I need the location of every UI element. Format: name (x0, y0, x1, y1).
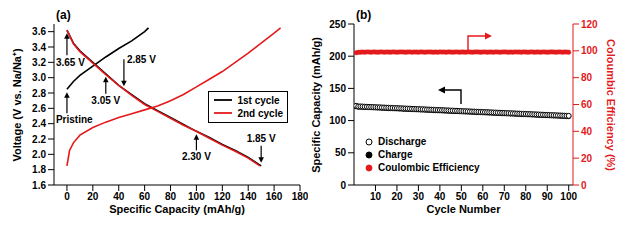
svg-text:70: 70 (499, 191, 511, 202)
svg-text:20: 20 (87, 191, 99, 202)
svg-text:2.6: 2.6 (32, 103, 46, 114)
html-text:(b): (b) (356, 8, 372, 22)
svg-text:160: 160 (266, 191, 283, 202)
svg-text:60: 60 (477, 191, 489, 202)
html-text:Coulombic Efficiency: Coulombic Efficiency (378, 162, 480, 173)
svg-text:20: 20 (581, 153, 593, 164)
svg-text:40: 40 (581, 126, 593, 137)
svg-text:2.4: 2.4 (32, 118, 46, 129)
svg-text:100: 100 (560, 191, 577, 202)
svg-text:0: 0 (64, 191, 70, 202)
svg-text:3.05 V: 3.05 V (91, 95, 120, 106)
svg-text:3.65 V: 3.65 V (56, 57, 85, 68)
html-text:(a): (a) (56, 8, 71, 22)
svg-text:20: 20 (391, 191, 403, 202)
svg-text:1.85 V: 1.85 V (247, 133, 276, 144)
svg-text:120: 120 (581, 19, 598, 30)
html-text:Charge: Charge (378, 149, 413, 160)
svg-text:2.8: 2.8 (32, 88, 46, 99)
svg-text:2.2: 2.2 (32, 134, 46, 145)
svg-text:40: 40 (113, 191, 125, 202)
svg-text:30: 30 (413, 191, 425, 202)
svg-text:100: 100 (581, 45, 598, 56)
svg-text:3.2: 3.2 (32, 57, 46, 68)
svg-text:3.6: 3.6 (32, 26, 46, 37)
svg-text:2.30 V: 2.30 V (182, 151, 211, 162)
svg-text:100: 100 (188, 191, 205, 202)
html-text:Voltage (V vs. Na/Na⁺): Voltage (V vs. Na/Na⁺) (10, 47, 23, 162)
svg-text:140: 140 (240, 191, 257, 202)
svg-text:1.6: 1.6 (32, 180, 46, 191)
svg-text:1.8: 1.8 (32, 164, 46, 175)
svg-text:200: 200 (329, 51, 346, 62)
html-text:2nd cycle: 2nd cycle (237, 107, 283, 119)
svg-text:40: 40 (434, 191, 446, 202)
html-text:Specific Capacity (mAh/g): Specific Capacity (mAh/g) (310, 36, 322, 173)
svg-text:2.85 V: 2.85 V (127, 54, 156, 65)
html-text:Specific Capacity (mAh/g): Specific Capacity (mAh/g) (109, 203, 245, 215)
svg-text:10: 10 (370, 191, 382, 202)
svg-text:50: 50 (456, 191, 468, 202)
svg-text:2.0: 2.0 (32, 149, 46, 160)
svg-text:100: 100 (329, 115, 346, 126)
html-text:Cycle Number: Cycle Number (426, 203, 501, 215)
svg-text:250: 250 (329, 19, 346, 30)
svg-text:150: 150 (329, 83, 346, 94)
svg-text:80: 80 (520, 191, 532, 202)
svg-text:80: 80 (581, 72, 593, 83)
svg-text:120: 120 (214, 191, 231, 202)
svg-text:3.0: 3.0 (32, 72, 46, 83)
svg-text:180: 180 (292, 191, 308, 202)
svg-text:0: 0 (340, 180, 346, 191)
html-text:Discharge: Discharge (378, 136, 427, 147)
html-text:Coloumbic Efficiency (%): Coloumbic Efficiency (%) (605, 38, 617, 171)
svg-text:3.4: 3.4 (32, 42, 46, 53)
svg-text:0: 0 (581, 180, 587, 191)
svg-text:90: 90 (542, 191, 554, 202)
svg-text:60: 60 (581, 99, 593, 110)
svg-text:50: 50 (335, 147, 347, 158)
svg-text:60: 60 (139, 191, 151, 202)
html-text:1st cycle: 1st cycle (237, 94, 280, 106)
svg-text:80: 80 (165, 191, 177, 202)
svg-text:Pristine: Pristine (56, 114, 93, 125)
